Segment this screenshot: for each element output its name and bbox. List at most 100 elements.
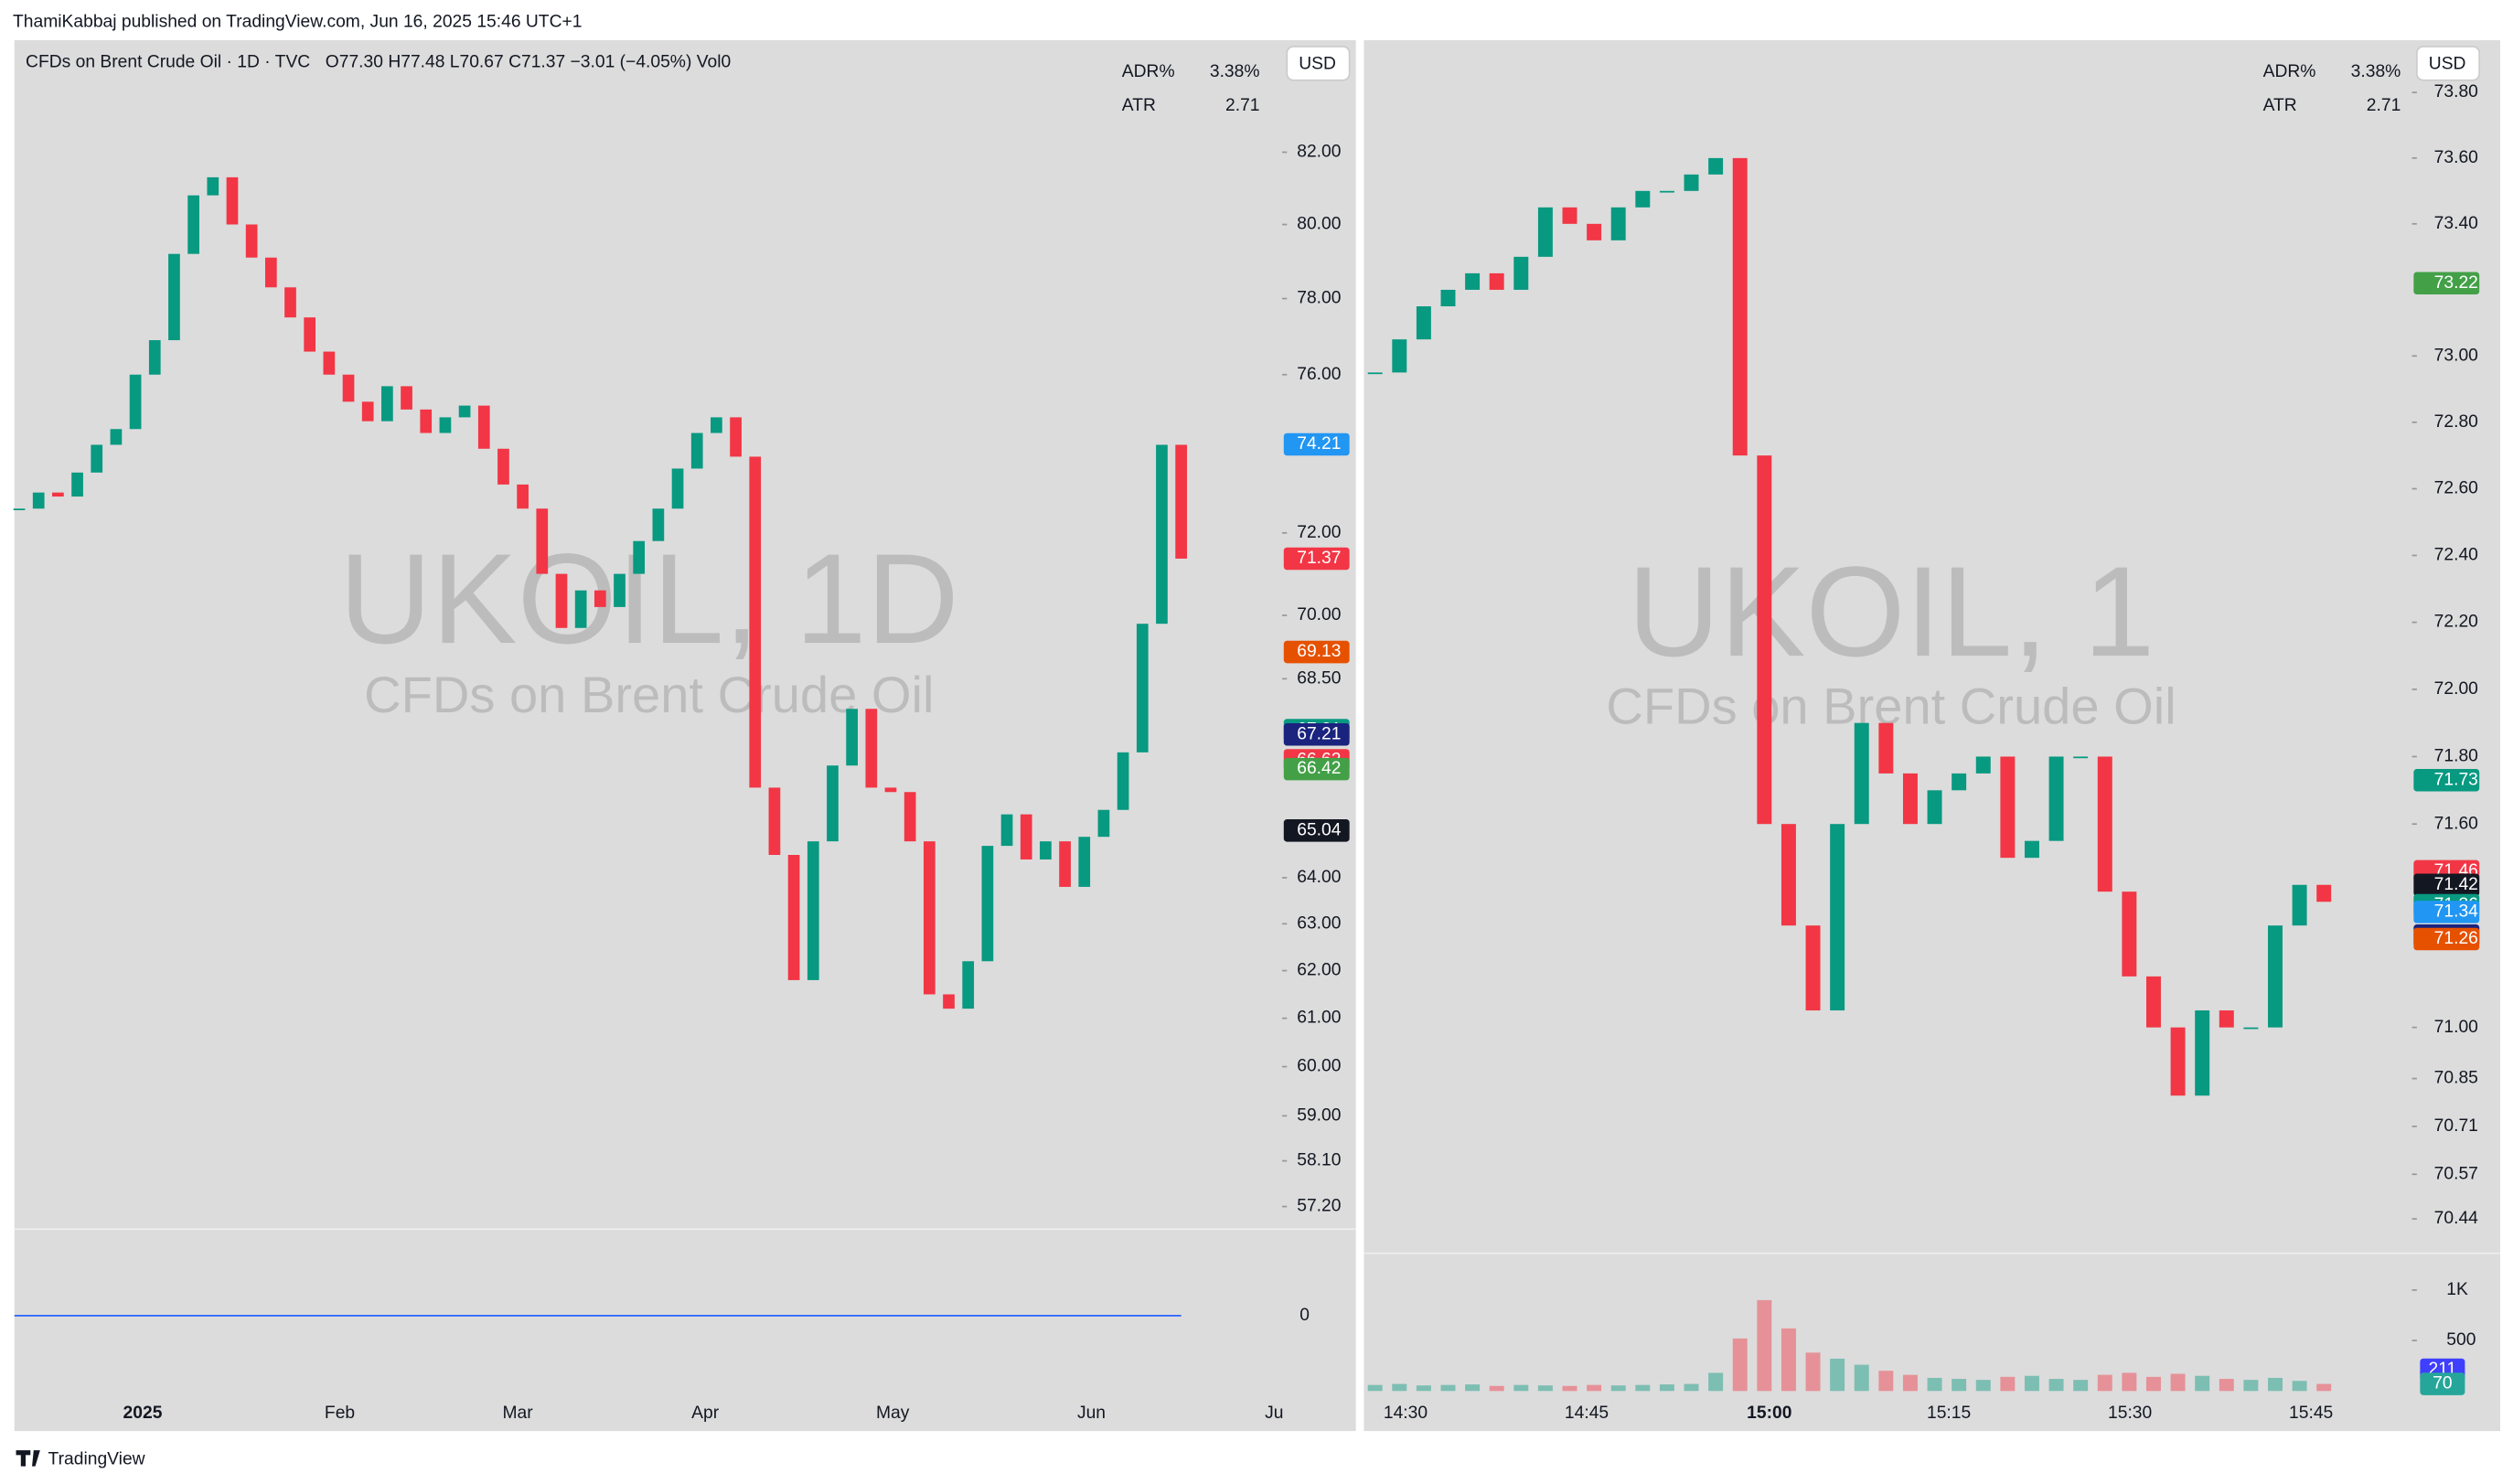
- candle: [420, 409, 433, 433]
- indicator-value: 3.38%: [1210, 62, 1260, 81]
- x-tick-label: Jun: [1077, 1404, 1106, 1423]
- price-label: 73.22: [2434, 273, 2478, 293]
- candle: [1757, 455, 1772, 825]
- candle: [827, 765, 839, 842]
- candle: [52, 492, 64, 497]
- price-label: 71.42: [2434, 875, 2478, 894]
- candle: [981, 846, 994, 962]
- indicator-name: ADR%: [2263, 62, 2316, 81]
- candle: [1927, 790, 1942, 825]
- price-label: 74.21: [1297, 434, 1341, 454]
- volume-bar: [1392, 1383, 1407, 1392]
- candle: [1416, 306, 1431, 340]
- candle: [2243, 1027, 2259, 1030]
- candle: [1708, 157, 1724, 175]
- candle: [439, 417, 452, 433]
- volume-bar: [2073, 1380, 2089, 1392]
- indicator-name: ATR: [2263, 96, 2297, 115]
- price-label-box: [1283, 640, 1350, 664]
- currency-button: [1286, 46, 1351, 81]
- price-label-box: [2413, 272, 2480, 294]
- indicator-name: ADR%: [1122, 62, 1175, 81]
- x-tick-label: 14:30: [1384, 1404, 1428, 1423]
- candle: [768, 787, 781, 856]
- y-tick-label: 60.00: [1297, 1057, 1341, 1076]
- volume-bar: [1854, 1364, 1869, 1392]
- volume-bar: [1780, 1328, 1796, 1392]
- x-tick-label: 15:15: [1927, 1404, 1971, 1423]
- candle: [962, 961, 975, 1009]
- y-tick-label: 70.44: [2434, 1209, 2478, 1228]
- volume-bar: [1610, 1385, 1626, 1392]
- x-tick-label: Mar: [502, 1404, 533, 1423]
- volume-bar: [1635, 1384, 1651, 1392]
- lower-tick-label: 0: [1299, 1306, 1310, 1325]
- candle: [1854, 722, 1869, 825]
- x-tick-label: 15:45: [2289, 1404, 2333, 1423]
- candle: [1392, 339, 1407, 373]
- y-tick-label: 68.50: [1297, 668, 1341, 688]
- candle: [1659, 190, 1674, 193]
- candle: [807, 841, 819, 980]
- volume-bar: [1732, 1338, 1748, 1392]
- volume-bar: [1830, 1358, 1845, 1392]
- candle: [2170, 1027, 2186, 1096]
- indicator-value: 2.71: [2367, 96, 2401, 115]
- candle: [1952, 773, 1967, 791]
- volume-bar: [1513, 1384, 1529, 1392]
- v-tick-label: 500: [2446, 1330, 2476, 1350]
- indicator-name: ATR: [1122, 96, 1156, 115]
- volume-bar: [1975, 1380, 1991, 1392]
- price-label: 71.26: [2434, 929, 2478, 948]
- candle: [2122, 891, 2137, 977]
- y-tick-label: 70.00: [1297, 605, 1341, 625]
- candle: [652, 508, 665, 541]
- watermark: UKOIL, 1: [1628, 539, 2155, 683]
- left-panel: [14, 39, 1356, 1432]
- right-panel: [1363, 39, 2500, 1432]
- candle: [1465, 272, 1481, 290]
- candle: [148, 340, 161, 375]
- candle: [923, 841, 936, 995]
- candle: [1156, 444, 1168, 625]
- volume-bar: [1562, 1385, 1577, 1392]
- volume-label-box: [2420, 1372, 2465, 1395]
- candle: [361, 401, 374, 422]
- volume-bar: [1684, 1383, 1699, 1392]
- y-tick-label: 72.80: [2434, 412, 2478, 432]
- candle: [943, 994, 955, 1009]
- candle: [264, 257, 277, 288]
- candle: [129, 374, 142, 430]
- y-tick-label: 76.00: [1297, 365, 1341, 384]
- candle: [1489, 272, 1504, 290]
- candle: [1902, 773, 1918, 825]
- y-tick-label: 71.60: [2434, 814, 2478, 833]
- candle: [555, 573, 568, 628]
- x-tick-label: Apr: [691, 1404, 720, 1423]
- y-tick-label: 73.40: [2434, 214, 2478, 233]
- candle: [187, 195, 199, 254]
- volume-bar: [1708, 1372, 1724, 1392]
- candle: [284, 287, 296, 318]
- candle: [1175, 444, 1187, 559]
- price-label: 71.73: [2434, 770, 2478, 789]
- price-label-box: [2413, 901, 2480, 923]
- x-tick-label: Ju: [1265, 1404, 1283, 1423]
- v-tick-label: 1K: [2446, 1280, 2468, 1299]
- candle: [342, 374, 355, 402]
- y-tick-label: 57.20: [1297, 1197, 1341, 1216]
- volume-bar: [1927, 1377, 1942, 1392]
- candle: [226, 176, 239, 225]
- volume-bar: [2243, 1380, 2259, 1392]
- volume-bar: [1489, 1385, 1504, 1392]
- candle: [245, 224, 258, 258]
- y-tick-label: 58.10: [1297, 1151, 1341, 1170]
- candle: [168, 253, 180, 341]
- candle: [2000, 756, 2016, 859]
- candle: [1684, 174, 1699, 191]
- volume-bar: [2170, 1373, 2186, 1392]
- price-label: 69.13: [1297, 642, 1341, 661]
- header: ThamiKabbaj published on TradingView.com…: [13, 13, 582, 32]
- candle: [1610, 207, 1626, 240]
